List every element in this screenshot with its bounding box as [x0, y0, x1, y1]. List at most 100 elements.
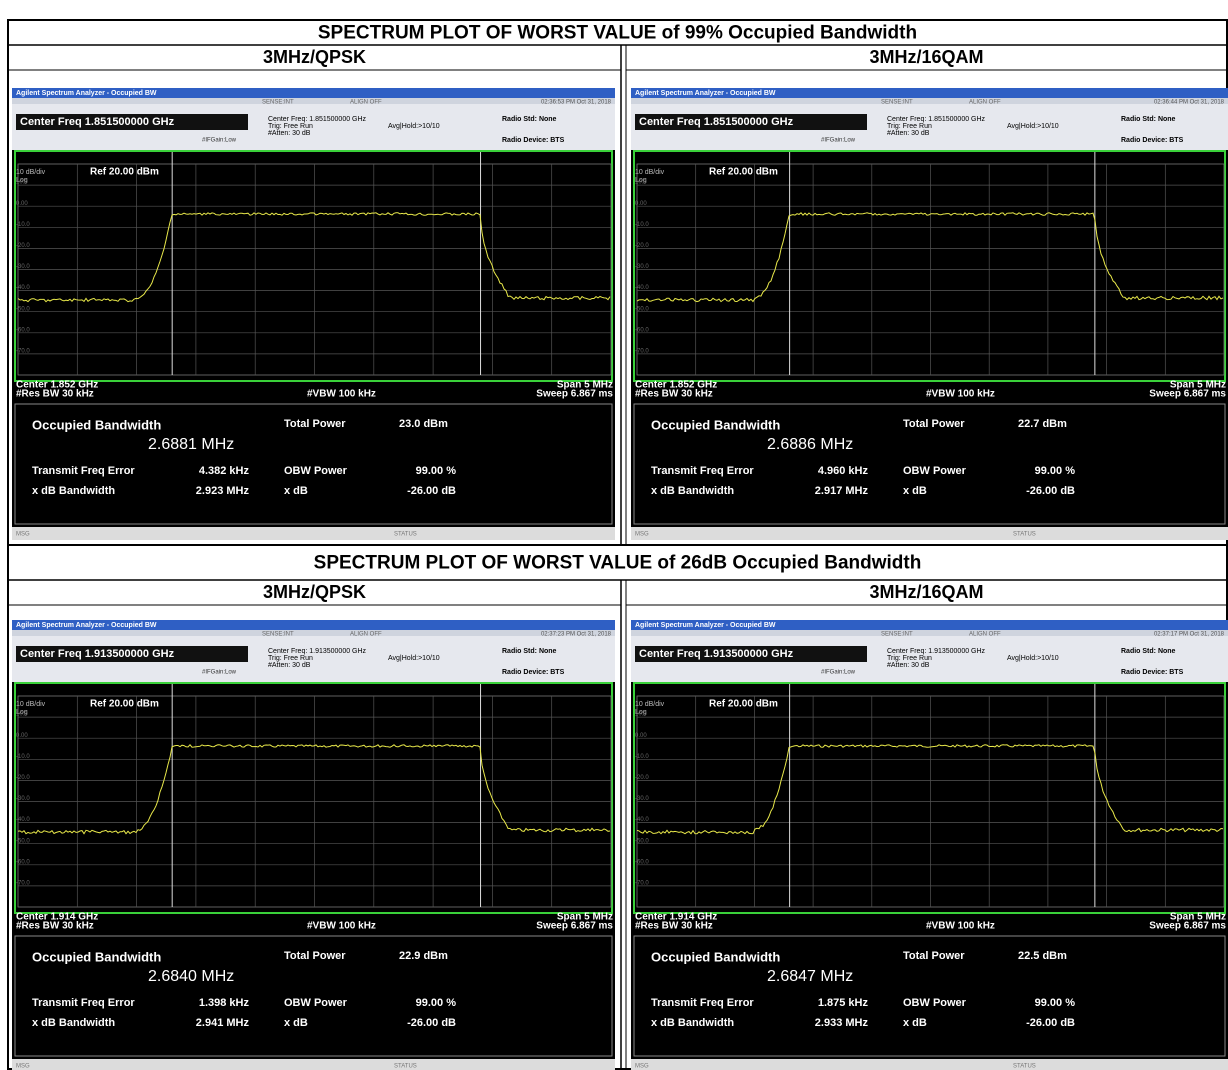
y-label: -20.0: [635, 243, 649, 249]
status-bar: [631, 1059, 1228, 1070]
obw-label: Occupied Bandwidth: [32, 417, 161, 432]
icon-strip: [12, 98, 615, 104]
total-power-label: Total Power: [284, 418, 346, 430]
y-label: -60.0: [635, 859, 649, 865]
atten: #Atten: 30 dB: [887, 662, 930, 669]
y-label: 10.0: [16, 180, 28, 186]
y-label: -40.0: [635, 285, 649, 291]
obw-label: Occupied Bandwidth: [651, 417, 780, 432]
y-label: -30.0: [635, 264, 649, 270]
trig: Trig: Free Run: [887, 123, 932, 130]
obw-label: Occupied Bandwidth: [32, 949, 161, 964]
if-gain: #IFGain:Low: [821, 138, 856, 144]
sense: SENSE:INT: [881, 632, 913, 638]
freq-error-label: Transmit Freq Error: [32, 465, 135, 477]
y-label: 0.00: [635, 201, 647, 207]
scale: 10 dB/div: [635, 169, 665, 176]
total-power: 23.0 dBm: [399, 418, 448, 430]
msg: MSG: [16, 1064, 30, 1070]
align: ALIGN OFF: [350, 100, 382, 106]
center-freq: Center Freq 1.851500000 GHz: [20, 116, 175, 128]
y-label: -10.0: [16, 754, 30, 760]
trig: Trig: Free Run: [887, 655, 932, 662]
xdb-bw: 2.933 MHz: [815, 1017, 869, 1029]
sense: SENSE:INT: [262, 632, 294, 638]
y-label: -70.0: [16, 348, 30, 354]
align: ALIGN OFF: [969, 632, 1001, 638]
xdb: -26.00 dB: [407, 485, 456, 497]
window-title: Agilent Spectrum Analyzer - Occupied BW: [16, 90, 157, 97]
plot-frame: [15, 683, 612, 913]
sweep: Sweep 6.867 ms: [1149, 921, 1226, 932]
y-label: -50.0: [635, 306, 649, 312]
y-label: -10.0: [635, 754, 649, 760]
section-title: SPECTRUM PLOT OF WORST VALUE of 26dB Occ…: [314, 553, 922, 574]
xdb-bw-label: x dB Bandwidth: [651, 1017, 734, 1029]
trig: Trig: Free Run: [268, 655, 313, 662]
total-power-label: Total Power: [284, 950, 346, 962]
center-freq: Center Freq 1.913500000 GHz: [20, 648, 175, 660]
y-label: 0.00: [16, 201, 28, 207]
xdb-bw: 2.941 MHz: [196, 1017, 250, 1029]
obw-power-label: OBW Power: [284, 465, 348, 477]
analyzer-screen: Agilent Spectrum Analyzer - Occupied BW S…: [631, 88, 1228, 540]
res-bw: #Res BW 30 kHz: [635, 921, 713, 932]
status: STATUS: [1013, 532, 1036, 538]
y-label: -50.0: [635, 838, 649, 844]
msg: MSG: [635, 532, 649, 538]
window-title: Agilent Spectrum Analyzer - Occupied BW: [635, 90, 776, 97]
total-power-label: Total Power: [903, 950, 965, 962]
xdb-bw: 2.923 MHz: [196, 485, 250, 497]
analyzer-screen: Agilent Spectrum Analyzer - Occupied BWS…: [12, 620, 615, 1070]
y-label: -70.0: [635, 348, 649, 354]
sweep: Sweep 6.867 ms: [536, 921, 613, 932]
vbw: #VBW 100 kHz: [926, 389, 995, 400]
y-label: -20.0: [16, 775, 30, 781]
y-label: -20.0: [16, 243, 30, 249]
vbw: #VBW 100 kHz: [926, 921, 995, 932]
ref-level: Ref 20.00 dBm: [90, 699, 159, 710]
ref-level: Ref 20.00 dBm: [709, 167, 778, 178]
y-label: -20.0: [635, 775, 649, 781]
column-heading: 3MHz/QPSK: [263, 582, 366, 602]
status-bar: [12, 527, 615, 540]
avg-hold: Avg|Hold:>10/10: [1007, 655, 1059, 662]
radio-std: Radio Std: None: [1121, 648, 1176, 655]
avg-hold: Avg|Hold:>10/10: [388, 123, 440, 130]
y-label: 10.0: [635, 712, 647, 718]
scale: 10 dB/div: [16, 701, 46, 708]
column-heading: 3MHz/16QAM: [869, 47, 983, 67]
avg-hold: Avg|Hold:>10/10: [1007, 123, 1059, 130]
y-label: -10.0: [635, 222, 649, 228]
align: ALIGN OFF: [969, 100, 1001, 106]
obw-value: 2.6886 MHz: [767, 436, 853, 453]
sense: SENSE:INT: [881, 100, 913, 106]
freq-error: 1.398 kHz: [199, 997, 250, 1009]
column-heading: 3MHz/16QAM: [869, 582, 983, 602]
freq-error-label: Transmit Freq Error: [651, 465, 754, 477]
y-label: -50.0: [16, 838, 30, 844]
msg: MSG: [16, 532, 30, 538]
y-label: 0.00: [635, 733, 647, 739]
res-bw: #Res BW 30 kHz: [16, 389, 94, 400]
ref-level: Ref 20.00 dBm: [90, 167, 159, 178]
xdb-label: x dB: [284, 1017, 308, 1029]
y-label: -30.0: [635, 796, 649, 802]
center-freq-small: Center Freq: 1.913500000 GHz: [887, 648, 986, 655]
obw-power: 99.00 %: [1035, 997, 1076, 1009]
status: STATUS: [394, 1064, 417, 1070]
analyzer-screen: Agilent Spectrum Analyzer - Occupied BW S…: [631, 620, 1228, 1070]
status-bar: [631, 527, 1228, 540]
radio-device: Radio Device: BTS: [1121, 137, 1184, 144]
msg: MSG: [635, 1064, 649, 1070]
y-label: -10.0: [16, 222, 30, 228]
y-label: -70.0: [16, 880, 30, 886]
center-freq-small: Center Freq: 1.913500000 GHz: [268, 648, 367, 655]
xdb-bw: 2.917 MHz: [815, 485, 869, 497]
status: STATUS: [394, 532, 417, 538]
obw-value: 2.6840 MHz: [148, 968, 234, 985]
atten: #Atten: 30 dB: [887, 130, 930, 137]
obw-power: 99.00 %: [416, 997, 457, 1009]
window-title: Agilent Spectrum Analyzer - Occupied BW: [635, 622, 776, 629]
y-label: 10.0: [635, 180, 647, 186]
